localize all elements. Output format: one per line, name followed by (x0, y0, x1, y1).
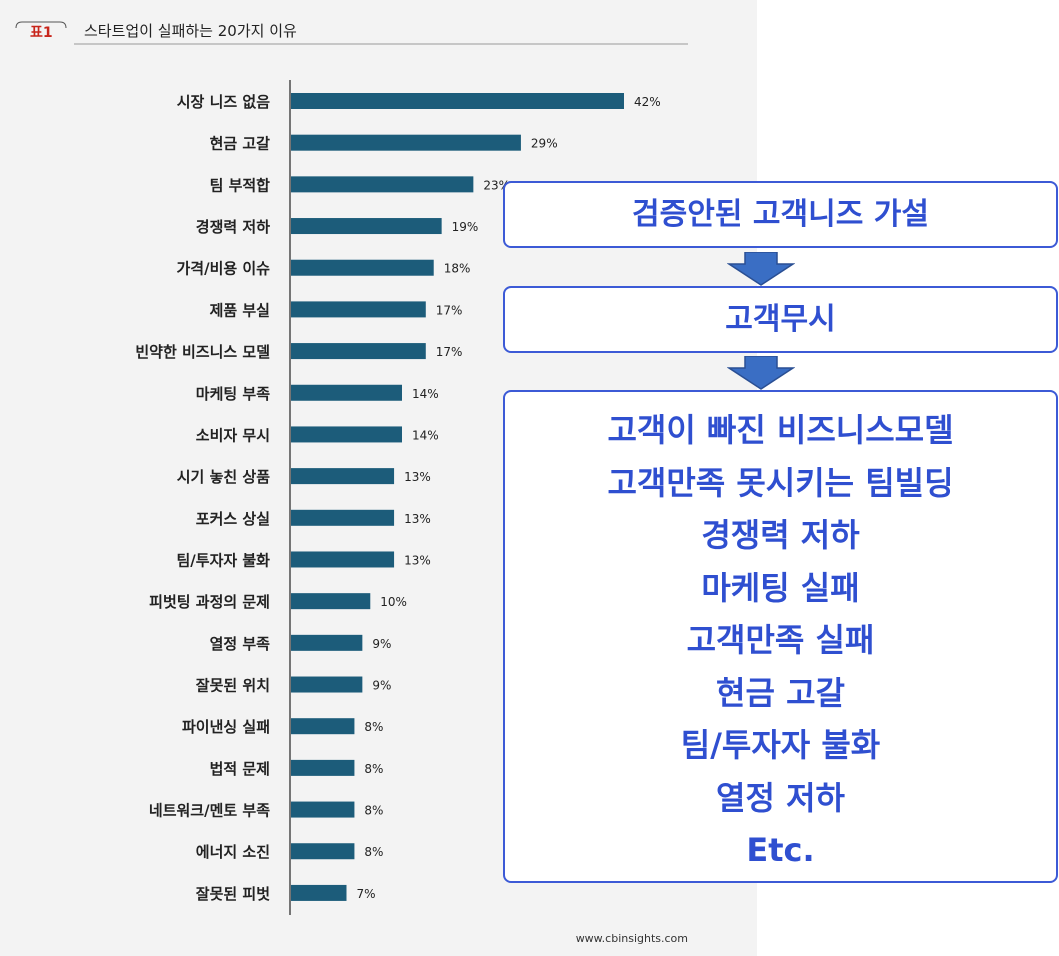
bar (291, 551, 395, 568)
header-tab-outline (15, 21, 67, 29)
bar (291, 93, 624, 109)
consequence-line: 고객만족 못시키는 팀빌딩 (607, 463, 954, 502)
category-label: 팀 부적합 (210, 176, 271, 194)
consequence-line: 팀/투자자 불화 (680, 726, 881, 764)
table-tag: 표1 (30, 25, 53, 41)
consequence-line: 열정 저하 (716, 778, 845, 817)
category-label: 법적 문제 (210, 760, 270, 778)
bar (291, 259, 434, 276)
down-arrow-icon (727, 356, 795, 390)
data-label: 7% (357, 887, 376, 901)
data-label: 18% (444, 262, 471, 276)
data-label: 8% (364, 720, 383, 734)
category-label: 시기 놓친 상품 (177, 468, 270, 486)
data-label: 8% (364, 845, 383, 859)
category-label: 잘못된 피벗 (196, 885, 270, 903)
ignore-customer-box: 고객무시 (503, 286, 1058, 353)
category-label: 제품 부실 (210, 301, 270, 319)
bar (291, 384, 402, 401)
bar (291, 176, 474, 193)
category-label: 포커스 상실 (196, 510, 270, 528)
bar (291, 301, 426, 318)
data-label: 10% (380, 595, 407, 609)
consequence-line: 고객이 빠진 비즈니스모델 (607, 411, 954, 449)
bar (291, 509, 395, 526)
data-label: 13% (404, 553, 431, 567)
bar (291, 718, 355, 735)
category-label: 경쟁력 저하 (196, 218, 270, 236)
chart-header: 표1 스타트업이 실패하는 20가지 이유 (15, 21, 688, 45)
category-label: 열정 부족 (210, 635, 271, 653)
category-label: 잘못된 위치 (196, 677, 270, 695)
data-label: 8% (364, 804, 383, 818)
category-label: 파이낸싱 실패 (182, 718, 270, 736)
category-label: 현금 고갈 (210, 135, 271, 153)
value-labels: 42%29%23%19%18%17%17%14%14%13%13%13%10%9… (357, 95, 661, 901)
bar (291, 843, 355, 860)
category-label: 마케팅 부족 (196, 385, 270, 403)
bar (291, 468, 395, 485)
data-label: 13% (404, 512, 431, 526)
category-label: 에너지 소진 (196, 843, 270, 861)
data-label: 9% (372, 637, 391, 651)
hypothesis-box: 검증안된 고객니즈 가설 (503, 181, 1058, 248)
data-label: 13% (404, 470, 431, 484)
consequence-line: 경쟁력 저하 (701, 516, 860, 554)
data-label: 29% (531, 137, 558, 151)
source-credit: www.cbinsights.com (576, 932, 688, 945)
category-label: 가격/비용 이슈 (176, 260, 270, 278)
chart-title: 스타트업이 실패하는 20가지 이유 (84, 22, 297, 40)
data-label: 14% (412, 387, 439, 401)
data-label: 42% (634, 95, 661, 109)
bar (291, 593, 371, 610)
bar (291, 759, 355, 776)
category-label: 빈약한 비즈니스 모델 (135, 343, 270, 361)
consequence-line: 마케팅 실패 (701, 568, 860, 607)
consequences-box: 고객이 빠진 비즈니스모델 고객만족 못시키는 팀빌딩 경쟁력 저하 마케팅 실… (503, 390, 1058, 883)
category-label: 소비자 무시 (196, 426, 270, 444)
bar (291, 426, 402, 443)
bar (291, 676, 363, 693)
bar (291, 218, 442, 235)
bar (291, 801, 355, 818)
bar (291, 884, 347, 901)
data-label: 14% (412, 428, 439, 442)
down-arrow-icon (727, 252, 795, 286)
bars-group (291, 93, 624, 901)
bar (291, 634, 363, 651)
data-label: 17% (436, 303, 463, 317)
data-label: 19% (452, 220, 479, 234)
category-label: 네트워크/멘토 부족 (149, 802, 270, 820)
bar (291, 134, 521, 151)
consequence-line: 현금 고갈 (716, 673, 845, 712)
bar (291, 343, 426, 360)
category-label: 시장 니즈 없음 (177, 93, 270, 111)
category-label: 피벗팅 과정의 문제 (149, 593, 270, 611)
data-label: 9% (372, 679, 391, 693)
data-label: 8% (364, 762, 383, 776)
consequence-line: Etc. (746, 831, 815, 869)
category-label: 팀/투자자 불화 (176, 551, 270, 569)
data-label: 17% (436, 345, 463, 359)
consequence-line: 고객만족 실패 (686, 621, 875, 659)
